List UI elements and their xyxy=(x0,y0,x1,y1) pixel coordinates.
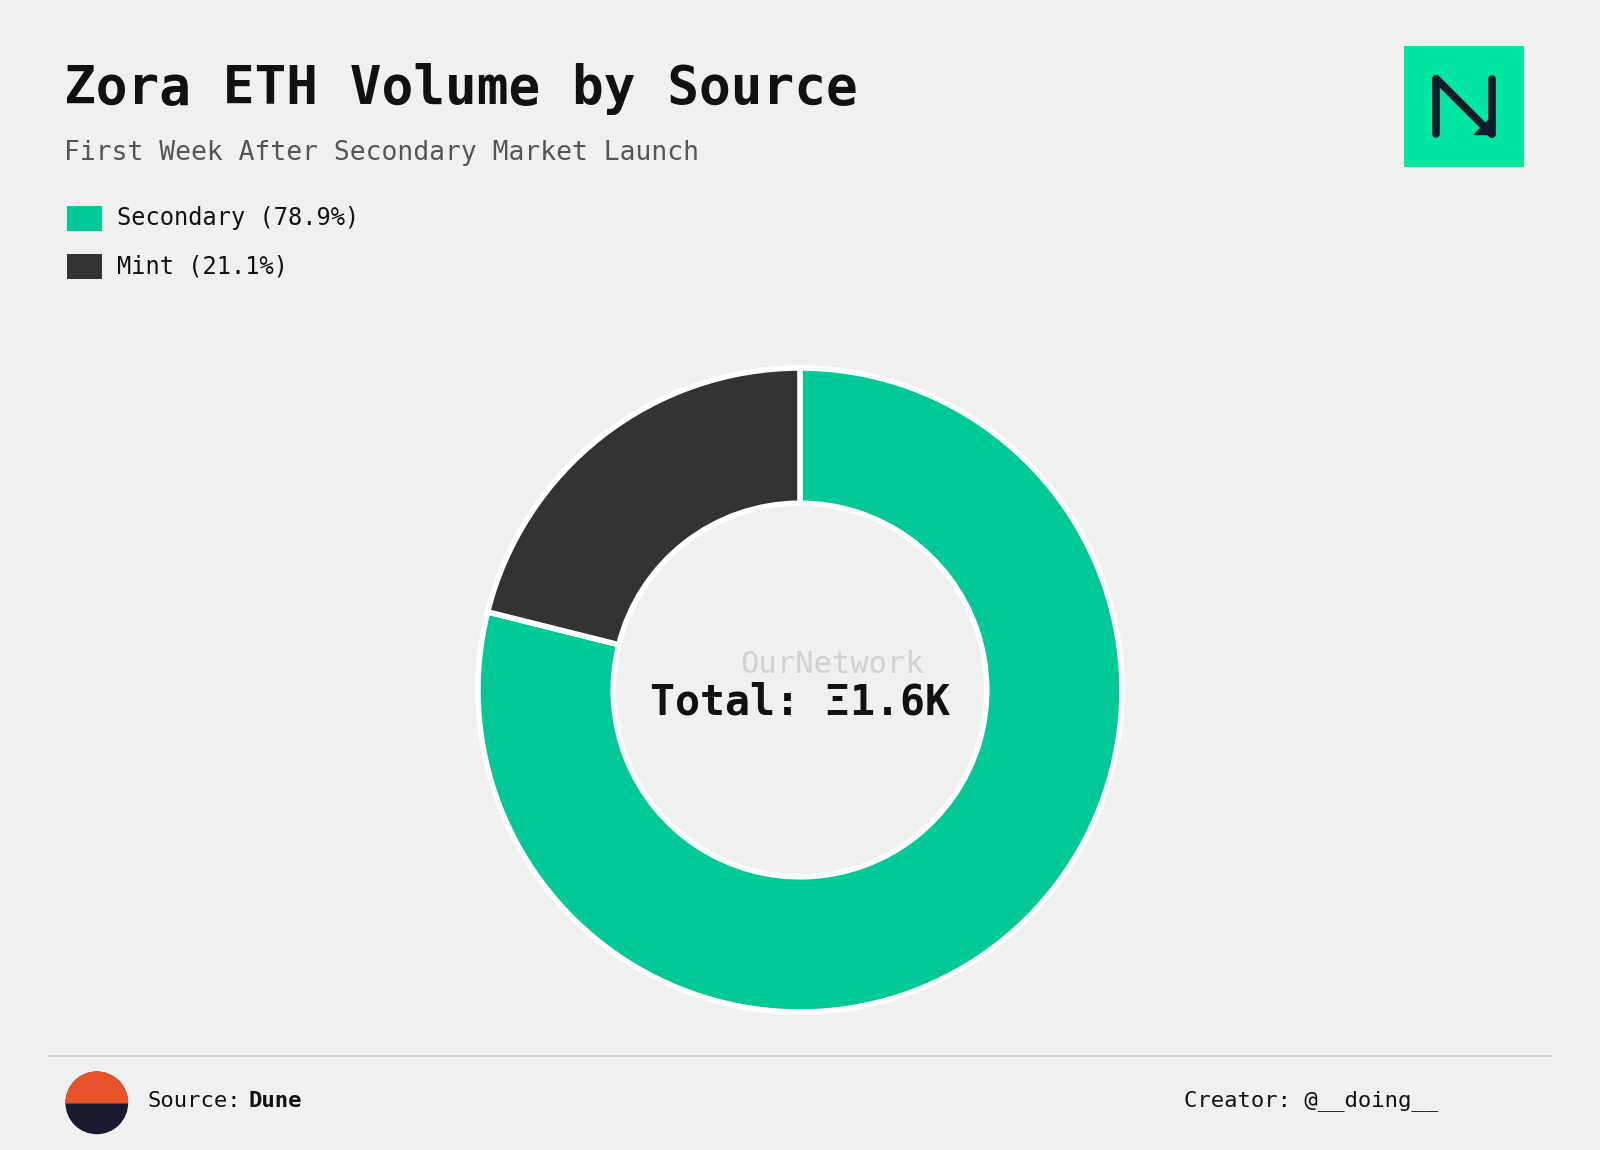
Polygon shape xyxy=(1474,116,1491,135)
Wedge shape xyxy=(488,368,800,645)
FancyBboxPatch shape xyxy=(1394,37,1534,176)
Circle shape xyxy=(66,1072,128,1134)
Text: Total: Ξ1.6K: Total: Ξ1.6K xyxy=(650,682,950,723)
Text: OurNetwork: OurNetwork xyxy=(741,650,925,678)
Text: First Week After Secondary Market Launch: First Week After Secondary Market Launch xyxy=(64,140,699,167)
Text: Mint (21.1%): Mint (21.1%) xyxy=(117,255,288,278)
Text: Source:: Source: xyxy=(147,1090,242,1111)
Wedge shape xyxy=(478,368,1122,1012)
Text: Secondary (78.9%): Secondary (78.9%) xyxy=(117,207,358,230)
Text: Creator: @__doing__: Creator: @__doing__ xyxy=(1184,1090,1438,1111)
Text: Dune: Dune xyxy=(248,1090,301,1111)
Wedge shape xyxy=(66,1072,128,1103)
Text: Zora ETH Volume by Source: Zora ETH Volume by Source xyxy=(64,63,858,115)
